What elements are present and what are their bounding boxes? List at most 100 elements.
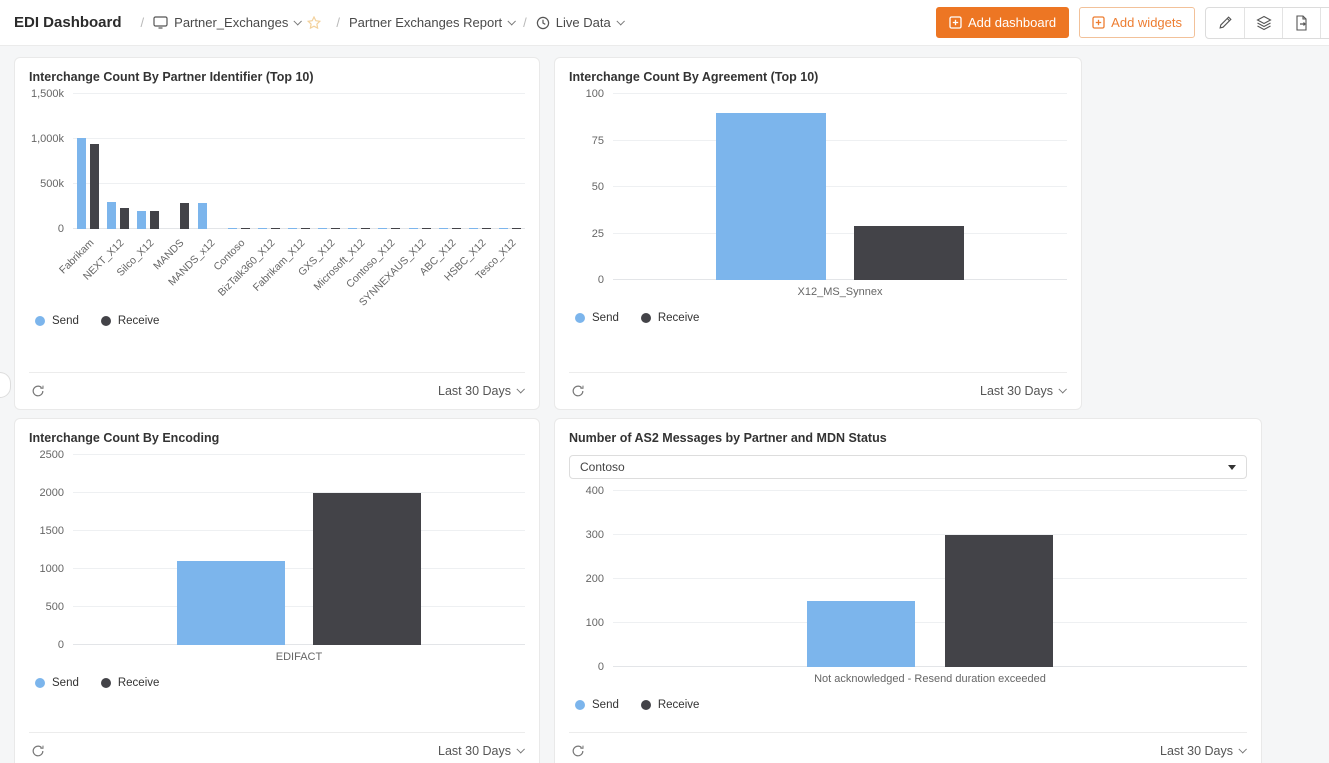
- bar-send: [288, 227, 298, 229]
- legend-item-receive[interactable]: Receive: [640, 312, 700, 324]
- category-slot: [103, 94, 133, 229]
- legend-dot: [575, 700, 585, 710]
- bar-send: [257, 227, 267, 229]
- refresh-widget-button[interactable]: [571, 744, 585, 758]
- category-slot: [284, 94, 314, 229]
- top-bar-actions: Add dashboard Add widgets: [935, 6, 1329, 39]
- legend-label: Receive: [657, 312, 700, 324]
- category-slot: [224, 94, 254, 229]
- legend-item-receive[interactable]: Receive: [100, 315, 159, 327]
- y-tick-label: 100: [585, 88, 604, 100]
- breadcrumb-dashboard-group[interactable]: Partner_Exchanges: [153, 15, 327, 30]
- bar-send: [137, 210, 147, 229]
- category-slot: [405, 94, 435, 229]
- plot-area: [613, 491, 1247, 667]
- refresh-icon: [32, 745, 44, 757]
- y-tick-label: 400: [585, 485, 604, 497]
- bar-send: [438, 227, 448, 229]
- y-tick-label: 0: [597, 661, 604, 673]
- gridline: [73, 606, 525, 607]
- bar-receive: [313, 493, 421, 645]
- plot-area: [73, 455, 525, 645]
- chevron-down-icon: [293, 16, 303, 26]
- category-slot: [133, 94, 163, 229]
- partner-filter-select[interactable]: Contoso: [569, 455, 1247, 479]
- category-slot: [254, 94, 284, 229]
- breadcrumb-report[interactable]: Partner Exchanges Report: [349, 15, 517, 30]
- gridline: [613, 490, 1247, 491]
- legend-dot: [100, 316, 111, 326]
- chevron-down-icon: [507, 16, 517, 26]
- legend-item-send[interactable]: Send: [575, 312, 619, 324]
- refresh-widget-button[interactable]: [31, 384, 45, 398]
- refresh-icon: [572, 385, 584, 397]
- add-widgets-button[interactable]: Add widgets: [1079, 7, 1195, 38]
- time-range-label: Last 30 Days: [1160, 744, 1233, 758]
- manage-layers-button[interactable]: [1244, 7, 1282, 38]
- export-image-icon: [1296, 14, 1307, 31]
- plot-area: [613, 94, 1067, 280]
- gridline: [613, 666, 1247, 667]
- gridline: [73, 138, 525, 139]
- refresh-icon: [572, 745, 584, 757]
- chart-title: Interchange Count By Agreement (Top 10): [569, 70, 819, 84]
- export-image-button[interactable]: [1282, 7, 1320, 38]
- chevron-down-icon: [1058, 385, 1067, 394]
- legend-item-send[interactable]: Send: [35, 315, 79, 327]
- refresh-widget-button[interactable]: [571, 384, 585, 398]
- breadcrumb-data-mode[interactable]: Live Data: [536, 15, 625, 30]
- time-range-dropdown[interactable]: Last 30 Days: [1160, 744, 1247, 758]
- bar-receive: [120, 207, 130, 229]
- legend-item-send[interactable]: Send: [575, 699, 619, 711]
- legend-dot: [100, 678, 111, 688]
- legend-label: Send: [52, 677, 79, 689]
- legend-dot: [35, 316, 45, 326]
- gridline: [613, 534, 1247, 535]
- legend-dot: [640, 313, 651, 323]
- bar-chart-partner-identifier: 0 500k 1,000k 1,500k Fabrikam NEXT_X12 Silco_X…: [29, 88, 525, 309]
- favorite-star-icon[interactable]: [307, 16, 322, 29]
- bar-receive: [240, 227, 250, 229]
- plus-square-icon: [1092, 16, 1105, 29]
- x-axis-labels: Not acknowledged - Resend duration excee…: [613, 667, 1247, 689]
- category-slot: [73, 455, 525, 645]
- legend-item-send[interactable]: Send: [35, 677, 79, 689]
- chevron-down-icon: [516, 385, 525, 394]
- x-axis-labels: Fabrikam NEXT_X12 Silco_X12 MANDS MANDS_x12 C…: [57, 229, 525, 309]
- legend-label: Send: [592, 312, 619, 324]
- bar-send: [197, 202, 207, 229]
- bar-receive: [945, 535, 1053, 667]
- monitor-icon: [153, 16, 168, 29]
- y-tick-label: 0: [57, 639, 64, 651]
- legend-item-receive[interactable]: Receive: [100, 677, 160, 689]
- panel-footer: Last 30 Days: [29, 732, 525, 763]
- category-slot: [613, 94, 1067, 280]
- chart-title: Number of AS2 Messages by Partner and MD…: [569, 431, 887, 445]
- bar-chart-encoding: 0 500 1000 1500 2000 2500 EDIFACT: [29, 449, 525, 667]
- breadcrumb-separator: /: [140, 15, 145, 30]
- bar-receive: [150, 211, 160, 229]
- time-range-dropdown[interactable]: Last 30 Days: [438, 744, 525, 758]
- y-tick-label: 0: [597, 274, 604, 286]
- time-range-dropdown[interactable]: Last 30 Days: [980, 384, 1067, 398]
- time-range-dropdown[interactable]: Last 30 Days: [438, 384, 525, 398]
- chart-title: Interchange Count By Encoding: [29, 431, 220, 445]
- y-tick-label: 500: [45, 601, 64, 613]
- legend-item-receive[interactable]: Receive: [640, 699, 699, 711]
- panel-interchange-by-agreement: Interchange Count By Agreement (Top 10) …: [554, 57, 1082, 410]
- category-slot: [374, 94, 404, 229]
- legend-dot: [640, 700, 651, 710]
- y-tick-label: 75: [591, 134, 604, 147]
- refresh-widget-button[interactable]: [31, 744, 45, 758]
- dashboard-content: Interchange Count By Partner Identifier …: [0, 46, 1329, 763]
- chevron-down-icon: [516, 745, 525, 754]
- edit-dashboard-button[interactable]: [1206, 8, 1244, 38]
- y-tick-label: 100: [585, 617, 604, 629]
- breadcrumb-separator: /: [336, 15, 340, 30]
- chart-title: Interchange Count By Partner Identifier …: [29, 70, 314, 84]
- refresh-icon: [32, 385, 44, 397]
- legend-label: Receive: [117, 677, 160, 689]
- refresh-dashboard-button[interactable]: [1320, 7, 1329, 38]
- add-dashboard-button[interactable]: Add dashboard: [935, 7, 1070, 38]
- bar-send: [378, 227, 388, 229]
